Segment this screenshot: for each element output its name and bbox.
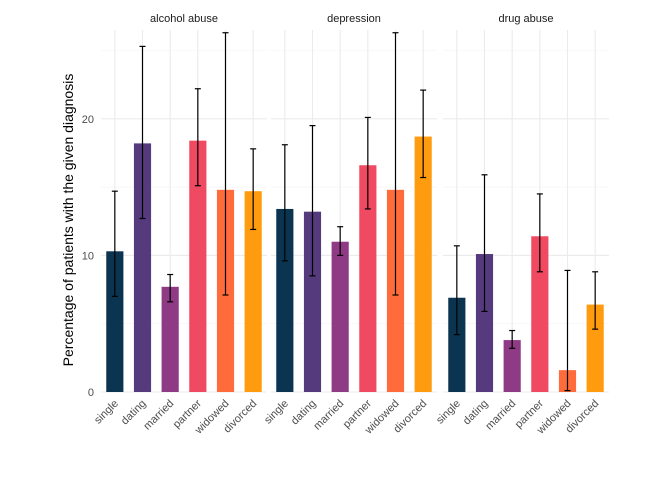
error-bar [222,32,229,296]
x-tick-label: married [141,398,176,433]
bar-partner [189,140,207,392]
bar-single [106,251,124,392]
y-tick-label: 0 [88,387,94,399]
x-tick-label: single [434,398,463,427]
bar-dating [133,143,152,392]
bar-dating [475,254,494,392]
bar-partner [531,236,549,392]
error-bar [453,245,460,336]
bar-married [503,340,521,392]
error-bar [509,329,516,349]
bar-partner [359,165,377,392]
bar-divorced [414,136,432,392]
panel-alcohol-abuse: alcohol abusesingledatingmarriedpartnerw… [92,13,267,437]
x-tick-label: single [262,398,291,427]
panel-title: depression [327,13,381,25]
error-bar [420,89,427,179]
error-bar [364,116,371,210]
bar-married [161,286,179,392]
error-bar [281,144,288,262]
error-bar [194,88,201,187]
panel-drug-abuse: drug abusesingledatingmarriedpartnerwido… [434,13,609,437]
error-bar [564,269,571,392]
bar-divorced [586,304,604,392]
error-bar [337,226,344,256]
bar-single [276,208,294,392]
bar-single [448,297,466,392]
bar-divorced [244,191,262,392]
error-bar [111,190,118,297]
y-axis: 0 10 20 [82,114,94,399]
error-bar [536,193,543,273]
error-bar [592,271,599,330]
panel-title: alcohol abuse [150,13,218,25]
error-bar [392,32,399,296]
x-tick-label: single [92,398,121,427]
error-bar [139,45,146,220]
panel-depression: depressionsingledatingmarriedpartnerwido… [262,13,437,437]
y-axis-title: Percentage of patients with the given di… [60,74,76,367]
panel-title: drug abuse [498,13,553,25]
x-tick-label: married [311,398,346,433]
error-bar [309,125,316,277]
error-bar [250,148,257,231]
y-tick-label: 20 [82,114,94,126]
chart-panels: alcohol abusesingledatingmarriedpartnerw… [92,13,609,437]
y-tick-label: 10 [82,250,94,262]
x-tick-label: married [483,398,518,433]
bar-dating [303,211,322,392]
bar-married [331,241,349,392]
error-bar [481,174,488,313]
error-bar [167,273,174,303]
